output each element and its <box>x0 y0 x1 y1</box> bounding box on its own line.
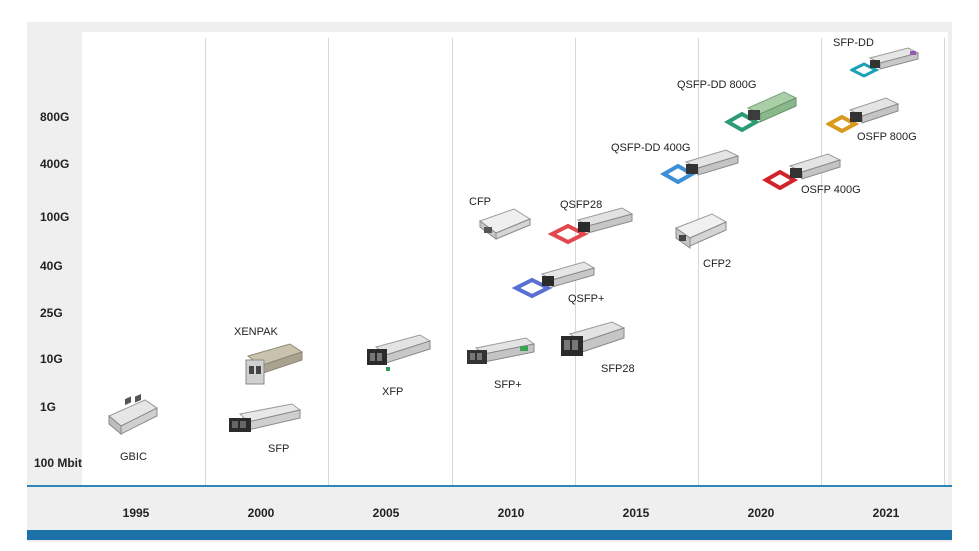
x-label-2010: 2010 <box>497 506 525 520</box>
qsfp28-module-image <box>548 207 634 245</box>
grid-line <box>944 38 945 485</box>
xenpak-module-image <box>245 343 304 385</box>
sfp-dd-label: SFP-DD <box>833 37 874 49</box>
y-label-40g: 40G <box>40 259 63 273</box>
y-label-100mbit: 100 Mbit <box>34 456 83 470</box>
plot-area <box>82 32 948 485</box>
x-label-2000: 2000 <box>247 506 275 520</box>
qsfp-dd-800g-label: QSFP-DD 800G <box>677 79 757 91</box>
qsfp-dd-400g-module-image <box>660 149 740 184</box>
y-label-25g: 25G <box>40 306 63 320</box>
xfp-label: XFP <box>382 386 404 398</box>
qsfp-plus-label: QSFP+ <box>568 293 605 305</box>
osfp-400g-module-image <box>762 153 842 190</box>
osfp-800g-module-image <box>826 97 900 134</box>
cfp2-module-image <box>674 213 728 249</box>
grid-line <box>328 38 329 485</box>
y-label-100g: 100G <box>40 210 70 224</box>
y-label-800g: 800G <box>40 110 70 124</box>
osfp-400g-label: OSFP 400G <box>801 184 861 196</box>
sfp-dd-module-image <box>850 47 920 78</box>
grid-line <box>205 38 206 485</box>
x-label-2020: 2020 <box>747 506 775 520</box>
x-label-2015: 2015 <box>622 506 650 520</box>
bottom-bar <box>27 530 952 540</box>
y-label-1g: 1G <box>40 400 57 414</box>
xenpak-label: XENPAK <box>234 326 278 338</box>
x-label-1995: 1995 <box>122 506 150 520</box>
gbic-label: GBIC <box>120 451 147 463</box>
osfp-800g-label: OSFP 800G <box>857 131 917 143</box>
cfp-label: CFP <box>469 196 491 208</box>
grid-line <box>575 38 576 485</box>
qsfp-dd-800g-module-image <box>724 91 798 133</box>
xfp-module-image <box>367 334 432 371</box>
x-label-2005: 2005 <box>372 506 400 520</box>
sfp-label: SFP <box>268 443 290 455</box>
sfp28-module-image <box>561 321 626 356</box>
sfp-plus-label: SFP+ <box>494 379 522 391</box>
cfp2-label: CFP2 <box>703 258 732 270</box>
y-label-400g: 400G <box>40 157 70 171</box>
cfp-module-image <box>478 208 532 240</box>
y-label-10g: 10G <box>40 352 63 366</box>
gbic-module-image <box>108 394 158 436</box>
sfp-plus-module-image <box>467 337 536 364</box>
sfp-module-image <box>229 403 302 432</box>
grid-line <box>821 38 822 485</box>
grid-line <box>698 38 699 485</box>
sfp28-label: SFP28 <box>601 363 635 375</box>
x-label-2021: 2021 <box>872 506 900 520</box>
x-axis-line <box>27 485 952 487</box>
qsfp-dd-400g-label: QSFP-DD 400G <box>611 142 691 154</box>
qsfp28-label: QSFP28 <box>560 199 603 211</box>
qsfp-plus-module-image <box>512 261 596 299</box>
grid-line <box>452 38 453 485</box>
